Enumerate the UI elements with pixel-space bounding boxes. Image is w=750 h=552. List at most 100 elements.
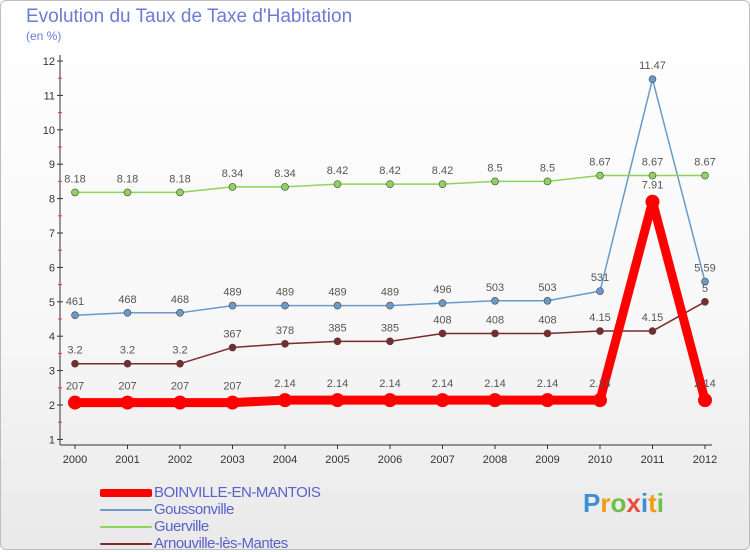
data-point <box>438 329 447 338</box>
data-point <box>281 339 289 348</box>
data-point <box>123 188 132 197</box>
legend-swatch <box>100 509 152 511</box>
legend-swatch <box>100 489 152 497</box>
data-point <box>435 393 450 408</box>
data-label: 531 <box>591 272 609 284</box>
y-tick-label: 7 <box>49 228 55 240</box>
data-point <box>228 343 237 352</box>
logo-letter: o <box>610 488 627 518</box>
data-label: 2.14 <box>537 378 558 390</box>
y-tick-label: 5 <box>49 297 55 309</box>
data-label: 2.14 <box>484 378 505 390</box>
x-tick-label: 2012 <box>693 454 717 466</box>
data-label: 4.15 <box>642 312 663 324</box>
y-tick-label: 4 <box>49 331 55 343</box>
data-label: 8.42 <box>379 165 400 177</box>
data-point <box>540 393 555 408</box>
data-label: 489 <box>381 287 399 299</box>
data-label: 11.47 <box>639 60 666 72</box>
data-label: 367 <box>223 329 241 341</box>
data-point <box>71 188 79 197</box>
data-point <box>596 171 604 180</box>
data-point <box>123 359 132 368</box>
data-label: 2.14 <box>327 378 348 390</box>
data-point <box>173 395 187 410</box>
logo-letter: x <box>626 488 641 518</box>
series-arnouville-l-s-mantes: 3.2 3.2 3.2 367 378 385 385 408 408 408 4.15 4.15 5 <box>67 283 709 368</box>
logo-letter: r <box>600 488 611 518</box>
data-label: 2.14 <box>432 378 453 390</box>
legend-label: BOINVILLE-EN-MANTOIS <box>154 484 321 501</box>
data-label: 2.14 <box>274 378 295 390</box>
data-point <box>120 395 135 410</box>
data-label: 503 <box>486 282 504 294</box>
data-point <box>491 177 499 186</box>
data-label: 8.5 <box>540 162 555 174</box>
data-label: 3.2 <box>120 345 135 357</box>
chart-subtitle: (en %) <box>26 29 62 43</box>
data-label: 207 <box>118 381 136 393</box>
data-point <box>543 329 552 338</box>
data-label: 8.67 <box>694 157 715 169</box>
data-point <box>648 327 657 335</box>
legend-label: Guerville <box>154 518 209 535</box>
x-tick-label: 2004 <box>273 454 297 466</box>
data-point <box>438 180 447 188</box>
data-point <box>491 329 499 338</box>
data-label: 8.67 <box>589 157 610 169</box>
series-line <box>74 78 706 316</box>
legend-label: Goussonville <box>154 501 234 518</box>
data-label: 8.5 <box>487 162 502 174</box>
y-tick-label: 11 <box>44 90 55 102</box>
proxiti-logo: Proxiti <box>583 488 664 519</box>
legend-swatch <box>100 543 152 545</box>
data-label: 489 <box>276 287 294 299</box>
series-guerville: 8.18 8.18 8.18 8.34 8.34 8.42 8.42 8.42 8.5 8.5 8.… <box>64 157 716 197</box>
data-label: 8.18 <box>64 173 85 185</box>
data-label: 468 <box>171 294 189 306</box>
series-boinville-en-mantois: 207 207 207 207 2.14 2.14 2.14 2.14 2.14 2.14 2.14… <box>66 180 716 410</box>
data-point <box>330 393 345 408</box>
data-point <box>123 309 132 317</box>
data-label: 3.2 <box>172 345 187 357</box>
data-point <box>281 183 289 191</box>
data-point <box>333 301 342 310</box>
logo-letter: P <box>583 488 601 518</box>
series-goussonville: 461 468 468 489 489 489 489 496 503 503 531 11.47 5.… <box>66 60 716 320</box>
data-point <box>225 395 240 410</box>
data-label: 207 <box>223 381 241 393</box>
data-point <box>176 188 184 197</box>
data-point <box>701 297 709 306</box>
chart-title: Evolution du Taux de Taxe d'Habitation <box>26 6 353 27</box>
data-point <box>648 171 657 180</box>
data-point <box>386 301 394 310</box>
data-point <box>701 277 709 286</box>
data-label: 207 <box>66 381 84 393</box>
data-label: 378 <box>276 325 294 337</box>
y-tick-label: 9 <box>49 159 55 171</box>
data-label: 4.15 <box>589 312 610 324</box>
y-tick-label: 2 <box>49 400 55 412</box>
data-label: 2.14 <box>694 378 715 390</box>
data-point <box>386 337 394 346</box>
data-point <box>383 393 397 408</box>
data-label: 8.18 <box>117 173 138 185</box>
data-point <box>596 327 604 335</box>
data-label: 8.42 <box>432 165 453 177</box>
data-label: 7.91 <box>642 180 663 192</box>
data-point <box>71 311 79 320</box>
x-tick-label: 2000 <box>63 454 87 466</box>
data-label: 207 <box>171 381 189 393</box>
data-label: 385 <box>381 322 399 334</box>
data-point <box>488 393 502 408</box>
x-tick-label: 2010 <box>588 454 612 466</box>
data-point <box>491 296 499 305</box>
y-tick-label: 10 <box>43 125 55 137</box>
data-label: 503 <box>538 282 556 294</box>
x-tick-label: 2002 <box>168 454 192 466</box>
data-point <box>68 395 82 410</box>
data-label: 408 <box>486 314 504 326</box>
x-tick-label: 2011 <box>641 454 665 466</box>
